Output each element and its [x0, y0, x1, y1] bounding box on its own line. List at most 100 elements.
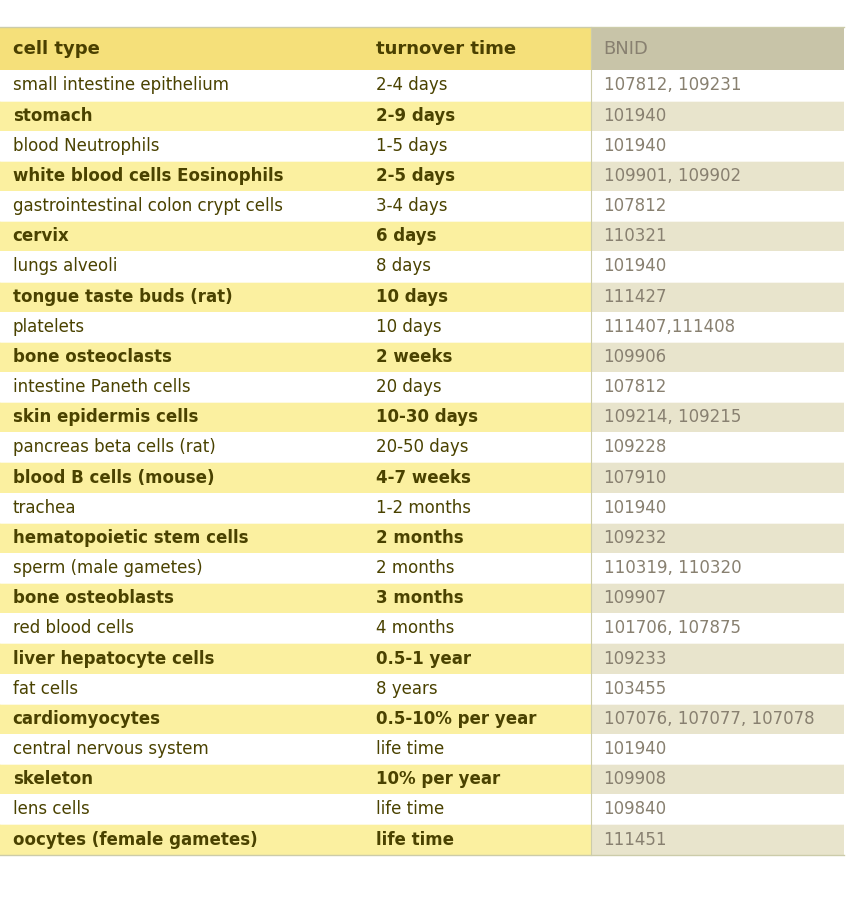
Text: 2 months: 2 months [376, 529, 463, 547]
Bar [591, 824, 844, 855]
Text: 3-4 days: 3-4 days [376, 197, 448, 215]
Text: 107910: 107910 [604, 469, 667, 486]
Text: lungs alveoli: lungs alveoli [13, 258, 117, 275]
Bar [363, 734, 591, 764]
Text: 109908: 109908 [604, 771, 667, 788]
Text: 1-2 months: 1-2 months [376, 499, 471, 516]
Bar [0, 101, 363, 131]
Text: 1-5 days: 1-5 days [376, 137, 448, 154]
Bar [0, 523, 363, 553]
Text: 101940: 101940 [604, 137, 667, 154]
Bar [0, 70, 363, 101]
Text: liver hepatocyte cells: liver hepatocyte cells [13, 650, 214, 667]
Bar [363, 27, 591, 70]
Text: cervix: cervix [13, 228, 69, 245]
Text: pancreas beta cells (rat): pancreas beta cells (rat) [13, 439, 215, 456]
Text: 109901, 109902: 109901, 109902 [604, 167, 740, 185]
Bar [591, 402, 844, 432]
Text: 6 days: 6 days [376, 228, 436, 245]
Bar [363, 432, 591, 462]
Text: 111427: 111427 [604, 288, 667, 305]
Text: BNID: BNID [604, 40, 649, 58]
Bar [0, 27, 363, 70]
Bar [591, 553, 844, 583]
Text: cardiomyocytes: cardiomyocytes [13, 710, 161, 728]
Bar [0, 342, 363, 372]
Text: 10% per year: 10% per year [376, 771, 500, 788]
Text: sperm (male gametes): sperm (male gametes) [13, 559, 202, 577]
Bar [0, 402, 363, 432]
Bar [363, 704, 591, 734]
Bar [0, 161, 363, 191]
Bar [591, 282, 844, 312]
Bar [591, 523, 844, 553]
Bar [0, 674, 363, 704]
Bar [591, 643, 844, 674]
Bar [0, 131, 363, 161]
Bar [591, 674, 844, 704]
Text: 3 months: 3 months [376, 590, 463, 607]
Text: 4-7 weeks: 4-7 weeks [376, 469, 471, 486]
Bar [591, 342, 844, 372]
Bar [591, 221, 844, 251]
Bar [363, 191, 591, 221]
Text: 109840: 109840 [604, 801, 667, 818]
Text: stomach: stomach [13, 107, 92, 124]
Bar [591, 704, 844, 734]
Bar [0, 643, 363, 674]
Bar [0, 462, 363, 493]
Bar [363, 402, 591, 432]
Text: 109232: 109232 [604, 529, 667, 547]
Text: 110321: 110321 [604, 228, 667, 245]
Bar [0, 704, 363, 734]
Text: life time: life time [376, 831, 454, 848]
Bar [363, 70, 591, 101]
Text: 101940: 101940 [604, 258, 667, 275]
Bar [0, 221, 363, 251]
Text: white blood cells Eosinophils: white blood cells Eosinophils [13, 167, 283, 185]
Bar [0, 493, 363, 523]
Text: 107812: 107812 [604, 197, 667, 215]
Text: 8 years: 8 years [376, 680, 437, 697]
Text: 2 weeks: 2 weeks [376, 348, 452, 366]
Text: red blood cells: red blood cells [13, 620, 134, 637]
Text: bone osteoblasts: bone osteoblasts [13, 590, 174, 607]
Bar [363, 282, 591, 312]
Bar [591, 161, 844, 191]
Text: 101940: 101940 [604, 740, 667, 758]
Text: small intestine epithelium: small intestine epithelium [13, 77, 229, 94]
Text: 109233: 109233 [604, 650, 667, 667]
Text: tongue taste buds (rat): tongue taste buds (rat) [13, 288, 232, 305]
Bar [591, 734, 844, 764]
Bar [591, 794, 844, 824]
Text: 0.5-1 year: 0.5-1 year [376, 650, 471, 667]
Text: platelets: platelets [13, 318, 85, 335]
Bar [363, 613, 591, 643]
Bar [591, 613, 844, 643]
Bar [591, 372, 844, 402]
Text: 20 days: 20 days [376, 378, 442, 396]
Bar [363, 221, 591, 251]
Bar [363, 131, 591, 161]
Text: blood Neutrophils: blood Neutrophils [13, 137, 159, 154]
Bar [591, 312, 844, 342]
Bar [363, 372, 591, 402]
Bar [0, 191, 363, 221]
Bar [0, 372, 363, 402]
Text: skeleton: skeleton [13, 771, 92, 788]
Bar [0, 764, 363, 794]
Text: 2-9 days: 2-9 days [376, 107, 454, 124]
Bar [363, 674, 591, 704]
Text: 10 days: 10 days [376, 288, 448, 305]
Bar [363, 794, 591, 824]
Bar [591, 493, 844, 523]
Text: lens cells: lens cells [13, 801, 89, 818]
Text: 109907: 109907 [604, 590, 667, 607]
Text: 10 days: 10 days [376, 318, 442, 335]
Bar [363, 493, 591, 523]
Bar [0, 583, 363, 613]
Text: bone osteoclasts: bone osteoclasts [13, 348, 172, 366]
Text: 109214, 109215: 109214, 109215 [604, 409, 741, 426]
Text: 101940: 101940 [604, 499, 667, 516]
Bar [591, 131, 844, 161]
